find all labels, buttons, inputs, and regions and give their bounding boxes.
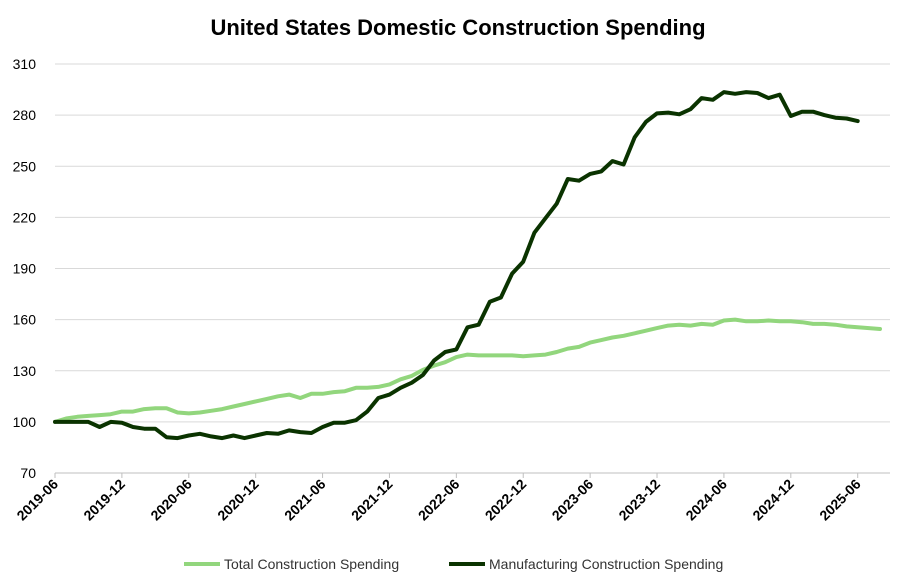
y-tick-label: 130: [13, 363, 37, 379]
y-tick-label: 70: [20, 465, 36, 481]
y-tick-label: 100: [13, 414, 37, 430]
x-tick-label: 2019-12: [80, 476, 128, 524]
y-tick-label: 220: [13, 209, 37, 225]
y-tick-label: 310: [13, 56, 37, 72]
x-tick-label: 2023-06: [549, 476, 597, 524]
x-tick-label: 2019-06: [13, 476, 61, 524]
x-tick-label: 2024-06: [682, 476, 730, 524]
x-tick-label: 2021-12: [348, 476, 396, 524]
x-tick-label: 2024-12: [749, 476, 797, 524]
y-tick-label: 190: [13, 261, 37, 277]
y-axis-ticks: 70 100 130 160 190 220 250 280 310: [13, 56, 37, 481]
legend: Total Construction Spending Manufacturin…: [184, 556, 723, 572]
gridlines: [55, 63, 890, 474]
x-axis-ticks: 2019-06 2019-12 2020-06 2020-12 2021-06 2021-…: [13, 473, 864, 524]
x-tick-label: 2020-12: [214, 476, 262, 524]
x-tick-label: 2023-12: [615, 476, 663, 524]
y-tick-label: 160: [13, 312, 37, 328]
x-tick-label: 2020-06: [147, 476, 195, 524]
x-tick-label: 2021-06: [281, 476, 329, 524]
legend-label-total: Total Construction Spending: [224, 556, 399, 572]
x-tick-label: 2025-06: [816, 476, 864, 524]
y-tick-label: 280: [13, 107, 37, 123]
series-lines: [53, 90, 882, 441]
y-tick-label: 250: [13, 158, 37, 174]
chart-title: United States Domestic Construction Spen…: [210, 15, 705, 40]
x-tick-label: 2022-12: [482, 476, 530, 524]
series-line-total: [53, 317, 882, 424]
x-tick-label: 2022-06: [415, 476, 463, 524]
series-line-manufacturing: [53, 90, 860, 441]
legend-label-manufacturing: Manufacturing Construction Spending: [489, 556, 723, 572]
